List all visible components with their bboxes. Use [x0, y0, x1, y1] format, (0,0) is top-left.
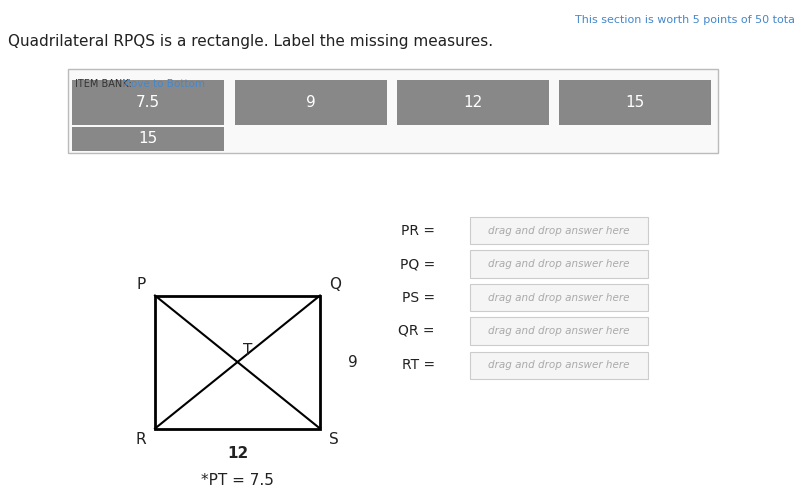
- Text: drag and drop answer here: drag and drop answer here: [488, 293, 630, 302]
- Text: R: R: [135, 433, 146, 447]
- Text: 12: 12: [227, 446, 248, 461]
- FancyBboxPatch shape: [72, 80, 224, 125]
- Text: Move to Bottom: Move to Bottom: [122, 79, 205, 89]
- Text: drag and drop answer here: drag and drop answer here: [488, 225, 630, 236]
- FancyBboxPatch shape: [470, 317, 648, 345]
- Text: ITEM BANK:: ITEM BANK:: [75, 79, 132, 89]
- FancyBboxPatch shape: [470, 352, 648, 379]
- Text: This section is worth 5 points of 50 tota: This section is worth 5 points of 50 tot…: [575, 15, 795, 25]
- Text: 15: 15: [138, 131, 158, 147]
- Text: 9: 9: [306, 95, 316, 110]
- FancyBboxPatch shape: [235, 80, 387, 125]
- Text: 7.5: 7.5: [136, 95, 160, 110]
- Text: Quadrilateral RPQS is a rectangle. Label the missing measures.: Quadrilateral RPQS is a rectangle. Label…: [8, 34, 493, 49]
- FancyBboxPatch shape: [470, 284, 648, 311]
- Text: QR =: QR =: [398, 324, 435, 338]
- FancyBboxPatch shape: [72, 127, 224, 151]
- Text: 9: 9: [348, 355, 358, 369]
- Text: PS =: PS =: [402, 291, 435, 304]
- Text: T: T: [243, 343, 252, 358]
- Text: *PT = 7.5: *PT = 7.5: [201, 473, 274, 488]
- FancyBboxPatch shape: [470, 217, 648, 245]
- Text: drag and drop answer here: drag and drop answer here: [488, 326, 630, 336]
- FancyBboxPatch shape: [559, 80, 711, 125]
- FancyBboxPatch shape: [68, 69, 718, 153]
- FancyBboxPatch shape: [397, 80, 549, 125]
- Text: S: S: [329, 433, 338, 447]
- Text: 15: 15: [626, 95, 645, 110]
- Text: PR =: PR =: [401, 223, 435, 238]
- Text: 12: 12: [463, 95, 482, 110]
- FancyBboxPatch shape: [470, 250, 648, 278]
- Text: P: P: [137, 276, 146, 292]
- Text: PQ =: PQ =: [400, 257, 435, 271]
- Text: drag and drop answer here: drag and drop answer here: [488, 361, 630, 370]
- Text: drag and drop answer here: drag and drop answer here: [488, 259, 630, 269]
- Text: Q: Q: [329, 276, 341, 292]
- Text: RT =: RT =: [402, 359, 435, 372]
